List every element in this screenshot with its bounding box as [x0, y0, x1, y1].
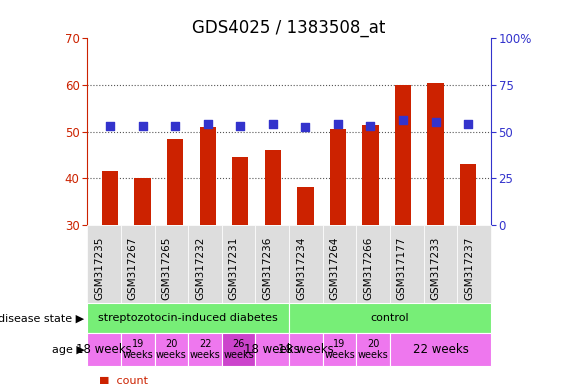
- Bar: [363, 124, 379, 225]
- Point: [269, 121, 278, 127]
- Text: 26
weeks: 26 weeks: [224, 339, 254, 361]
- Text: 18 weeks: 18 weeks: [244, 343, 300, 356]
- Point: [464, 121, 473, 127]
- Text: 22
weeks: 22 weeks: [190, 339, 220, 361]
- Title: GDS4025 / 1383508_at: GDS4025 / 1383508_at: [193, 19, 386, 37]
- Point: [366, 123, 375, 129]
- Bar: [460, 164, 476, 225]
- Point: [399, 117, 408, 123]
- Text: GSM317265: GSM317265: [162, 236, 171, 300]
- Text: GSM317264: GSM317264: [329, 236, 339, 300]
- Text: streptozotocin-induced diabetes: streptozotocin-induced diabetes: [99, 313, 278, 323]
- Text: GSM317234: GSM317234: [296, 236, 306, 300]
- Bar: [199, 127, 216, 225]
- Text: control: control: [370, 313, 409, 323]
- Bar: [167, 139, 184, 225]
- Text: ■  count: ■ count: [99, 375, 148, 384]
- Text: GSM317232: GSM317232: [195, 236, 205, 300]
- Bar: [330, 129, 346, 225]
- Bar: [102, 171, 118, 225]
- Text: 19
weeks: 19 weeks: [324, 339, 355, 361]
- Bar: [135, 178, 151, 225]
- Bar: [232, 157, 248, 225]
- Text: 20
weeks: 20 weeks: [156, 339, 187, 361]
- Text: 18 weeks: 18 weeks: [76, 343, 132, 356]
- Point: [171, 123, 180, 129]
- Text: GSM317235: GSM317235: [94, 236, 104, 300]
- Text: GSM317237: GSM317237: [464, 236, 474, 300]
- Text: disease state ▶: disease state ▶: [0, 313, 84, 323]
- Point: [105, 123, 114, 129]
- Bar: [395, 85, 411, 225]
- Text: GSM317231: GSM317231: [229, 236, 239, 300]
- Point: [236, 123, 245, 129]
- Text: GSM317236: GSM317236: [262, 236, 272, 300]
- Text: GSM317177: GSM317177: [397, 236, 407, 300]
- Text: 18 weeks: 18 weeks: [278, 343, 334, 356]
- Text: GSM317266: GSM317266: [363, 236, 373, 300]
- Bar: [297, 187, 314, 225]
- Point: [138, 123, 147, 129]
- Bar: [265, 150, 281, 225]
- Point: [301, 124, 310, 130]
- Point: [431, 119, 440, 125]
- Point: [333, 121, 342, 127]
- Text: 20
weeks: 20 weeks: [358, 339, 388, 361]
- Text: GSM317267: GSM317267: [128, 236, 138, 300]
- Text: 22 weeks: 22 weeks: [413, 343, 468, 356]
- Text: GSM317233: GSM317233: [431, 236, 440, 300]
- Bar: [427, 83, 444, 225]
- Text: 19
weeks: 19 weeks: [122, 339, 153, 361]
- Point: [203, 121, 212, 127]
- Text: age ▶: age ▶: [52, 344, 84, 355]
